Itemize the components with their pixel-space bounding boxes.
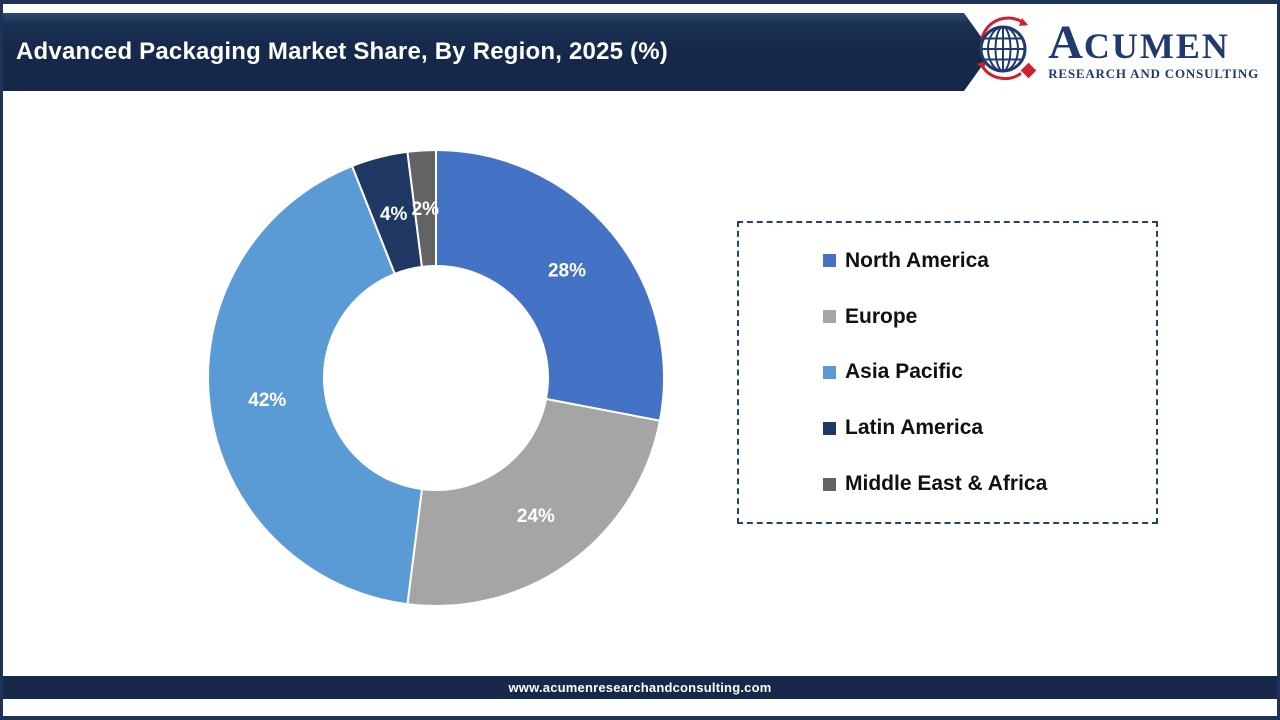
legend-label: Europe — [845, 304, 918, 328]
chart-legend: North America Europe Asia Pacific Latin … — [737, 221, 1158, 524]
legend-swatch-middle-east-africa — [823, 477, 836, 491]
slice-data-label: 42% — [248, 390, 286, 411]
slice-data-label: 4% — [380, 204, 408, 225]
legend-item-latin-america: Latin America — [823, 416, 1146, 440]
footer-url-link[interactable]: www.acumenresearchandconsulting.com — [508, 680, 772, 695]
logo-text: A CUMEN RESEARCH AND CONSULTING — [1048, 16, 1259, 81]
legend-label: Asia Pacific — [845, 360, 963, 384]
header-banner: Advanced Packaging Market Share, By Regi… — [3, 13, 992, 91]
logo-subtitle: RESEARCH AND CONSULTING — [1048, 65, 1259, 81]
logo-initial: A — [1048, 16, 1084, 70]
legend-swatch-north-america — [823, 254, 836, 268]
pie-slice-asia-pacific — [207, 165, 423, 606]
legend-label: North America — [845, 248, 989, 272]
legend-label: Middle East & Africa — [845, 472, 1048, 496]
logo-brand-name: A CUMEN — [1048, 16, 1230, 70]
pie-slice-north-america — [435, 149, 665, 422]
legend-item-europe: Europe — [823, 305, 1146, 329]
slice-data-label: 2% — [412, 199, 440, 220]
slice-data-label: 24% — [517, 506, 555, 527]
donut-chart: 28% 24% 42% 4% 2% — [207, 149, 665, 607]
pie-slice-middle-east-africa — [406, 149, 437, 268]
legend-item-asia-pacific: Asia Pacific — [823, 360, 1146, 384]
logo-rest: CUMEN — [1083, 26, 1230, 67]
globe-icon — [973, 12, 1041, 91]
legend-item-north-america: North America — [823, 249, 1146, 273]
slice-data-label: 28% — [548, 260, 586, 281]
page-title: Advanced Packaging Market Share, By Regi… — [16, 38, 668, 65]
legend-swatch-asia-pacific — [823, 365, 836, 379]
acumen-logo: A CUMEN RESEARCH AND CONSULTING — [973, 12, 1259, 91]
legend-item-middle-east-africa: Middle East & Africa — [823, 472, 1146, 496]
legend-swatch-europe — [823, 310, 836, 324]
legend-swatch-latin-america — [823, 421, 836, 435]
footer-bar: www.acumenresearchandconsulting.com — [3, 676, 1277, 699]
legend-label: Latin America — [845, 416, 984, 440]
pie-slice-europe — [406, 397, 661, 607]
